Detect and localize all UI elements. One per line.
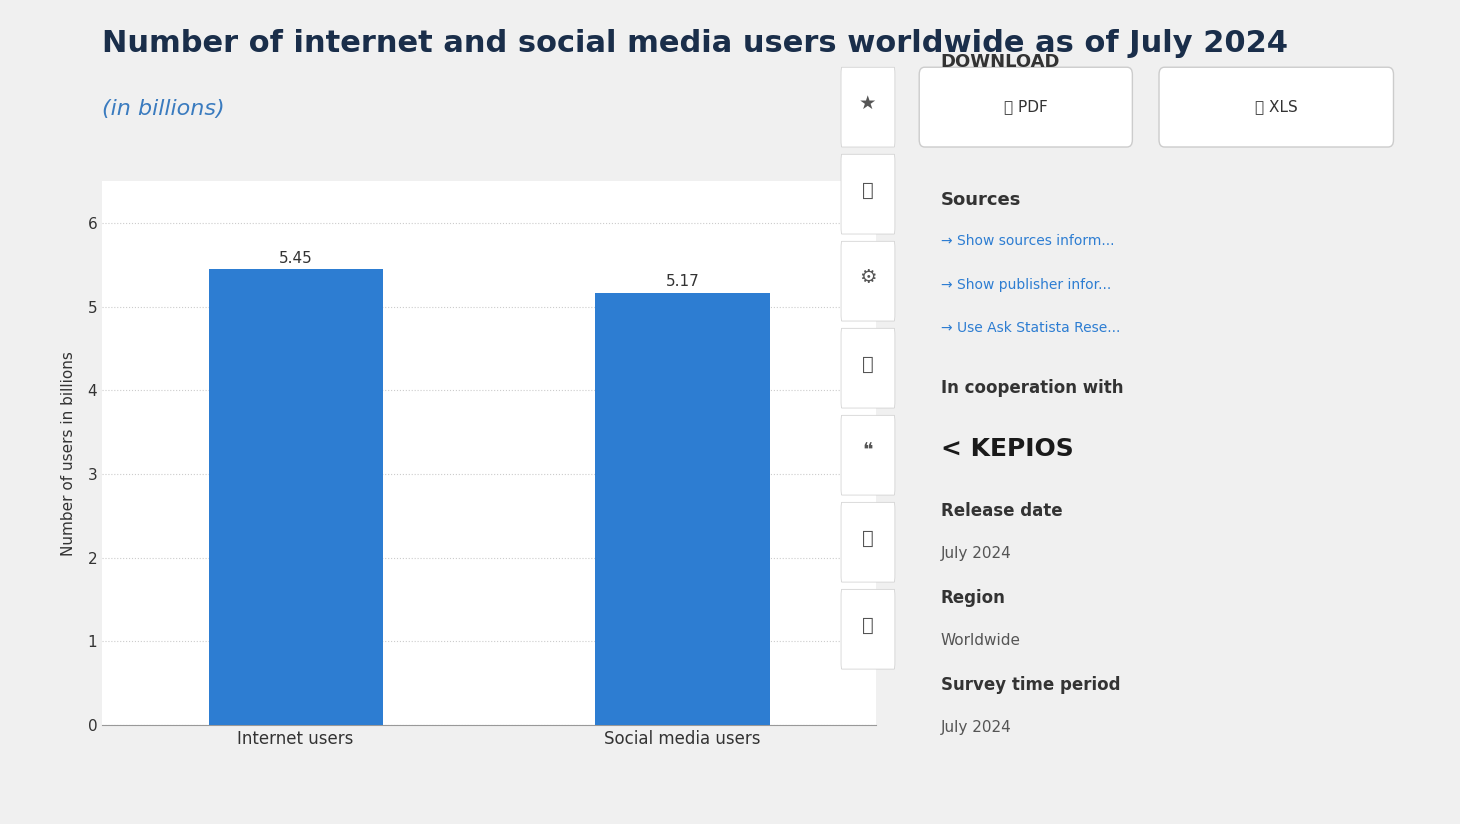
Text: In cooperation with: In cooperation with [940, 379, 1123, 397]
Text: 🔔: 🔔 [861, 181, 875, 200]
Text: 🖨: 🖨 [861, 616, 875, 635]
Text: → Show sources inform...: → Show sources inform... [940, 234, 1114, 248]
Text: 🖹 XLS: 🖹 XLS [1256, 100, 1298, 115]
Text: Sources: Sources [940, 190, 1021, 208]
Text: < KEPIOS: < KEPIOS [940, 437, 1073, 461]
Text: ⤴: ⤴ [861, 355, 875, 374]
Text: Region: Region [940, 589, 1006, 607]
Text: 5.45: 5.45 [279, 250, 312, 266]
FancyBboxPatch shape [841, 328, 895, 408]
Text: (in billions): (in billions) [102, 100, 225, 119]
Text: → Show publisher infor...: → Show publisher infor... [940, 278, 1111, 292]
FancyBboxPatch shape [841, 68, 895, 147]
Bar [209, 269, 383, 725]
Text: July 2024: July 2024 [940, 720, 1012, 735]
Text: July 2024: July 2024 [940, 545, 1012, 561]
Text: Number of internet and social media users worldwide as of July 2024: Number of internet and social media user… [102, 29, 1288, 58]
FancyBboxPatch shape [841, 415, 895, 495]
FancyBboxPatch shape [841, 241, 895, 321]
FancyBboxPatch shape [1159, 68, 1393, 147]
Text: Survey time period: Survey time period [940, 677, 1120, 695]
Text: Worldwide: Worldwide [940, 633, 1021, 648]
FancyBboxPatch shape [920, 68, 1133, 147]
Bar [596, 293, 769, 725]
Y-axis label: Number of users in billions: Number of users in billions [61, 351, 76, 555]
Text: DOWNLOAD: DOWNLOAD [940, 53, 1060, 71]
Text: Release date: Release date [940, 503, 1063, 520]
Text: 5.17: 5.17 [666, 274, 699, 289]
Text: ❝: ❝ [863, 442, 873, 461]
FancyBboxPatch shape [841, 589, 895, 669]
Text: 🏳: 🏳 [861, 529, 875, 548]
FancyBboxPatch shape [841, 154, 895, 234]
Text: ⚙: ⚙ [860, 268, 876, 287]
Text: → Use Ask Statista Rese...: → Use Ask Statista Rese... [940, 321, 1120, 335]
Text: ★: ★ [860, 94, 876, 113]
FancyBboxPatch shape [841, 503, 895, 582]
Text: 🖹 PDF: 🖹 PDF [1004, 100, 1048, 115]
